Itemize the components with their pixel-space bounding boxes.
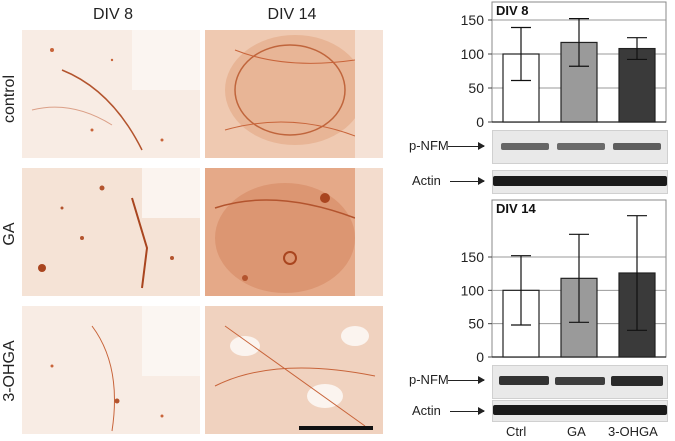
bar-3-ohga	[618, 47, 656, 123]
western-blot-pnfm-div8	[492, 130, 668, 164]
micrograph-3ohga-div14	[205, 306, 383, 434]
blot-label-actin-div8: Actin	[412, 173, 441, 188]
x-label-ctrl: Ctrl	[506, 424, 527, 439]
arrow-actin-div8-icon	[450, 177, 485, 185]
x-label-ga: GA	[567, 424, 586, 439]
arrow-pnfm-div14-icon	[448, 376, 485, 384]
micrograph-ga-div8	[22, 168, 200, 296]
micrograph-control-div8	[22, 30, 200, 158]
chart-title: DIV 8	[496, 3, 529, 18]
y-tick-label: 0	[476, 349, 484, 362]
x-category-labels: Ctrl GA 3-OHGA	[492, 422, 666, 440]
western-blot-pnfm-div14	[492, 365, 668, 399]
y-tick-label: 100	[461, 46, 485, 62]
row-label-control: control	[1, 74, 18, 124]
micrograph-3ohga-div8	[22, 306, 200, 434]
column-header-div8: DIV 8	[92, 6, 133, 23]
x-label-3ohga: 3-OHGA	[608, 424, 658, 439]
y-tick-label: 50	[468, 80, 484, 96]
column-header-div14: DIV 14	[267, 6, 317, 23]
y-tick-label: 150	[461, 249, 485, 265]
arrow-actin-div14-icon	[450, 407, 485, 415]
bar-chart-div14: DIV 14 0 50 100 150	[461, 199, 667, 362]
scale-bar	[299, 426, 373, 430]
y-tick-label: 150	[461, 12, 485, 28]
micrograph-ga-div14	[205, 168, 383, 296]
blot-label-actin-div14: Actin	[412, 403, 441, 418]
micrograph-control-div14	[205, 30, 383, 158]
row-label-ga: GA	[1, 222, 18, 246]
western-blot-actin-div8	[492, 170, 668, 194]
chart-title: DIV 14	[496, 201, 537, 216]
western-blot-actin-div14	[492, 400, 668, 422]
row-label-3ohga: 3-OHGA	[1, 340, 18, 402]
blot-label-pnfm-div8: p-NFM	[409, 138, 449, 153]
blot-label-pnfm-div14: p-NFM	[409, 372, 449, 387]
y-tick-label: 0	[476, 114, 484, 130]
bar-chart-div8: DIV 8 0 50 100 150	[461, 1, 667, 130]
arrow-pnfm-div8-icon	[448, 142, 485, 150]
y-tick-label: 100	[461, 282, 485, 298]
y-tick-label: 50	[468, 316, 484, 332]
